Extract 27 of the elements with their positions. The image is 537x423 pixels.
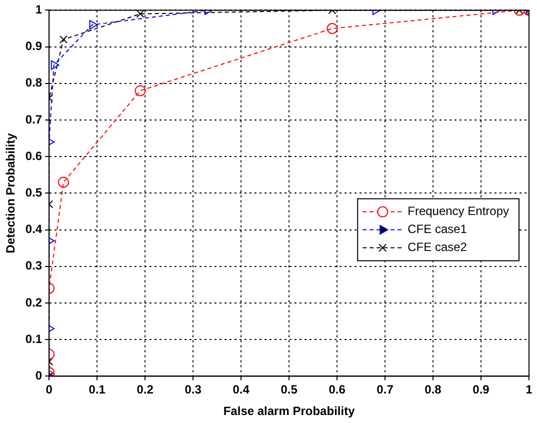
- x-tick-label: 0.7: [376, 382, 394, 397]
- y-tick-label: 0.4: [25, 222, 42, 236]
- y-tick-label: 0.8: [25, 76, 42, 90]
- y-tick-label: 0.1: [25, 332, 42, 346]
- y-tick-label: 0.3: [25, 258, 42, 273]
- x-tick-label: 0.3: [184, 382, 202, 397]
- y-tick-label: 1: [35, 2, 42, 17]
- x-axis-title: False alarm Probability: [223, 404, 356, 418]
- y-tick-label: 0.6: [25, 148, 42, 163]
- legend-label: CFE case1: [408, 222, 468, 236]
- x-tick-label: 0.6: [328, 382, 346, 397]
- y-tick-label: 0.9: [25, 39, 42, 54]
- legend-label: CFE case2: [408, 240, 468, 254]
- x-tick-label: 0.1: [88, 382, 106, 397]
- x-tick-label: 0.2: [136, 382, 154, 397]
- y-tick-label: 0.5: [25, 186, 42, 200]
- x-tick-label: 1: [526, 382, 533, 397]
- y-tick-label: 0: [35, 368, 42, 383]
- y-tick-label: 0.7: [25, 112, 42, 126]
- legend-label: Frequency Entropy: [408, 204, 510, 218]
- y-tick-label: 0.2: [25, 295, 42, 310]
- x-tick-label: 0.9: [472, 382, 490, 397]
- x-tick-label: 0.8: [424, 382, 442, 397]
- x-tick-label: 0: [46, 382, 53, 397]
- x-tick-label: 0.5: [280, 382, 298, 397]
- x-tick-label: 0.4: [232, 382, 250, 397]
- y-axis-title: Detection Probability: [4, 132, 18, 254]
